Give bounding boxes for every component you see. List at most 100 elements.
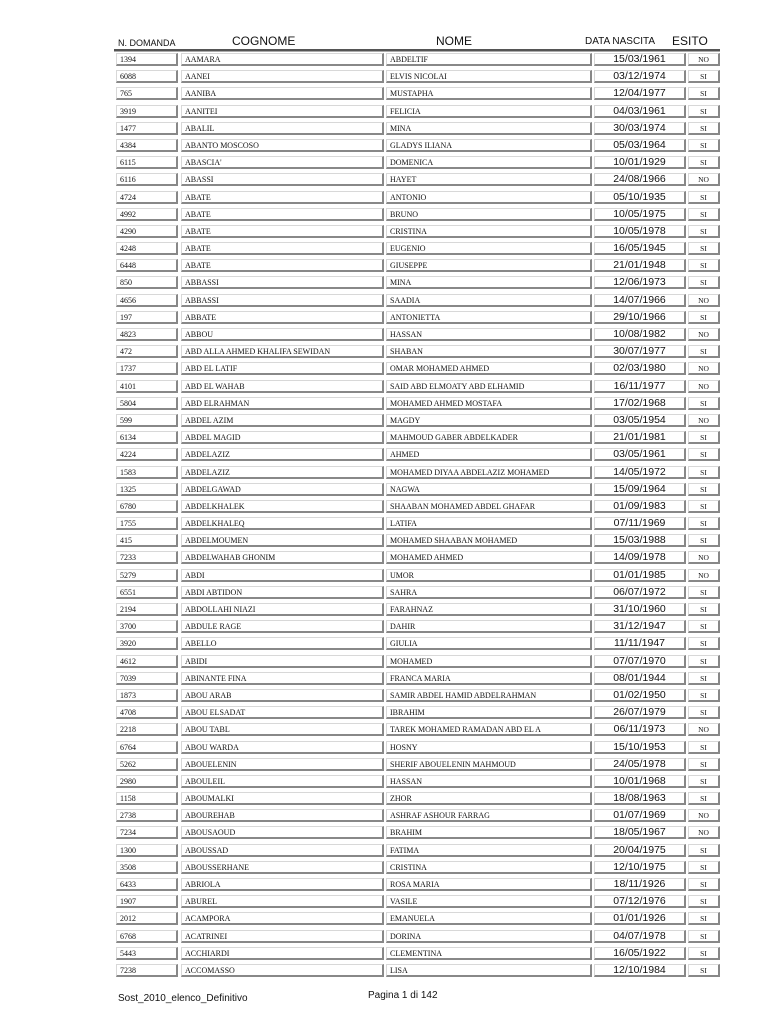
cell-esito: NO [688, 568, 720, 582]
cell-data-nascita: 21/01/1981 [594, 431, 686, 445]
cell-esito: SI [688, 620, 720, 634]
cell-esito: SI [688, 757, 720, 771]
cell-data-nascita: 01/02/1950 [594, 688, 686, 702]
cell-nome: IBRAHIM [386, 706, 592, 720]
table-row: 7039 ABINANTE FINA FRANCA MARIA 08/01/1944 S… [116, 671, 720, 688]
cell-data-nascita: 10/05/1978 [594, 224, 686, 238]
cell-cognome: ABELLO [181, 637, 384, 651]
cell-data-nascita: 12/06/1973 [594, 276, 686, 290]
cell-n-domanda: 2218 [116, 723, 178, 737]
cell-n-domanda: 7039 [116, 671, 178, 685]
cell-esito: SI [688, 448, 720, 462]
cell-data-nascita: 08/01/1944 [594, 671, 686, 685]
cell-data-nascita: 01/01/1985 [594, 568, 686, 582]
cell-data-nascita: 30/03/1974 [594, 121, 686, 135]
cell-n-domanda: 1907 [116, 895, 178, 909]
cell-n-domanda: 5443 [116, 946, 178, 960]
cell-nome: ASHRAF ASHOUR FARRAG [386, 809, 592, 823]
cell-nome: SAID ABD ELMOATY ABD ELHAMID [386, 379, 592, 393]
cell-nome: MUSTAPHA [386, 87, 592, 101]
cell-cognome: ABOU WARDA [181, 740, 384, 754]
cell-n-domanda: 6134 [116, 431, 178, 445]
cell-n-domanda: 5804 [116, 396, 178, 410]
cell-nome: TAREK MOHAMED RAMADAN ABD EL A [386, 723, 592, 737]
cell-cognome: ABOUSSAD [181, 843, 384, 857]
cell-n-domanda: 1737 [116, 362, 178, 376]
cell-data-nascita: 02/03/1980 [594, 362, 686, 376]
cell-esito: SI [688, 585, 720, 599]
cell-esito: SI [688, 671, 720, 685]
cell-esito: SI [688, 138, 720, 152]
cell-nome: DAHIR [386, 620, 592, 634]
cell-cognome: ABOU ARAB [181, 688, 384, 702]
cell-nome: LATIFA [386, 517, 592, 531]
cell-n-domanda: 4823 [116, 328, 178, 341]
cell-esito: SI [688, 878, 720, 891]
cell-nome: CLEMENTINA [386, 946, 592, 960]
table-row: 7238 ACCOMASSO LISA 12/10/1984 SI [116, 963, 720, 980]
cell-n-domanda: 6448 [116, 259, 178, 273]
header-n-domanda: N. DOMANDA [118, 38, 176, 48]
cell-n-domanda: 4708 [116, 706, 178, 720]
table-row: 1737 ABD EL LATIF OMAR MOHAMED AHMED 02/03/… [116, 361, 720, 378]
cell-nome: HAYET [386, 173, 592, 187]
cell-esito: SI [688, 517, 720, 531]
cell-n-domanda: 4384 [116, 138, 178, 152]
cell-cognome: ABATE [181, 207, 384, 221]
cell-cognome: ABIDI [181, 654, 384, 668]
table-row: 1325 ABDELGAWAD NAGWA 15/09/1964 SI [116, 482, 720, 499]
table-row: 6088 AANEI ELVIS NICOLAI 03/12/1974 SI [116, 69, 720, 86]
cell-n-domanda: 4724 [116, 190, 178, 204]
cell-data-nascita: 21/01/1948 [594, 259, 686, 273]
cell-esito: SI [688, 121, 720, 135]
cell-nome: NAGWA [386, 482, 592, 496]
table-row: 472 ABD ALLA AHMED KHALIFA SEWIDAN SHABAN 3… [116, 344, 720, 361]
table-row: 2738 ABOUREHAB ASHRAF ASHOUR FARRAG 01/07/1… [116, 808, 720, 825]
cell-n-domanda: 6433 [116, 878, 178, 891]
cell-esito: SI [688, 276, 720, 290]
cell-esito: SI [688, 190, 720, 204]
cell-cognome: ABOUREHAB [181, 809, 384, 823]
cell-n-domanda: 5262 [116, 757, 178, 771]
cell-n-domanda: 765 [116, 87, 178, 101]
cell-nome: VASILE [386, 895, 592, 909]
cell-nome: FRANCA MARIA [386, 671, 592, 685]
cell-esito: SI [688, 310, 720, 324]
cell-data-nascita: 11/11/1947 [594, 637, 686, 651]
cell-cognome: ABD EL LATIF [181, 362, 384, 376]
cell-nome: MOHAMED AHMED MOSTAFA [386, 396, 592, 410]
cell-nome: GLADYS ILIANA [386, 138, 592, 152]
footer-page-number: Pagina 1 di 142 [368, 990, 438, 1001]
cell-cognome: ABBASSI [181, 276, 384, 290]
cell-cognome: ABOULEIL [181, 774, 384, 788]
cell-cognome: ACCOMASSO [181, 963, 384, 977]
cell-esito: SI [688, 431, 720, 445]
table-row: 4823 ABBOU HASSAN 10/08/1982 NO [116, 327, 720, 344]
table-row: 6115 ABASCIA' DOMENICA 10/01/1929 SI [116, 155, 720, 172]
cell-n-domanda: 3919 [116, 104, 178, 118]
cell-data-nascita: 10/08/1982 [594, 328, 686, 341]
cell-data-nascita: 14/05/1972 [594, 465, 686, 479]
cell-nome: ELVIS NICOLAI [386, 70, 592, 84]
cell-n-domanda: 6768 [116, 929, 178, 943]
cell-cognome: ABDULE RAGE [181, 620, 384, 634]
cell-n-domanda: 1477 [116, 121, 178, 135]
table-row: 4224 ABDELAZIZ AHMED 03/05/1961 SI [116, 447, 720, 464]
cell-n-domanda: 3508 [116, 860, 178, 874]
cell-n-domanda: 2738 [116, 809, 178, 823]
cell-data-nascita: 17/02/1968 [594, 396, 686, 410]
cell-nome: MINA [386, 121, 592, 135]
cell-data-nascita: 18/08/1963 [594, 792, 686, 806]
cell-nome: MAGDY [386, 413, 592, 427]
cell-data-nascita: 18/05/1967 [594, 826, 686, 840]
cell-cognome: ACAMPORA [181, 912, 384, 926]
cell-nome: EUGENIO [386, 242, 592, 256]
cell-cognome: ABATE [181, 224, 384, 238]
cell-nome: SHERIF ABOUELENIN MAHMOUD [386, 757, 592, 771]
cell-n-domanda: 4656 [116, 293, 178, 307]
cell-cognome: ABRIOLA [181, 878, 384, 891]
cell-data-nascita: 03/05/1954 [594, 413, 686, 427]
cell-cognome: ABBOU [181, 328, 384, 341]
header-esito: ESITO [672, 34, 708, 48]
cell-esito: SI [688, 929, 720, 943]
